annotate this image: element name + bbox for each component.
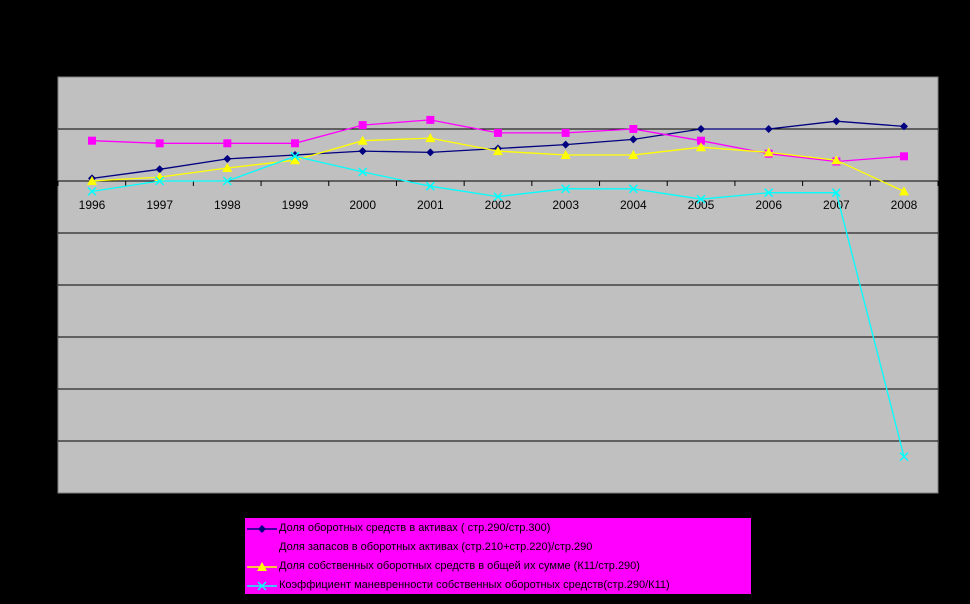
x-tick-label: 2005 (688, 198, 715, 212)
data-point (561, 140, 570, 149)
data-point (561, 184, 571, 194)
x-tick-label: 2003 (552, 198, 579, 212)
data-point (358, 147, 367, 156)
data-point (358, 167, 368, 177)
data-point (764, 125, 773, 133)
data-point (831, 188, 841, 198)
data-point (629, 135, 638, 144)
data-point (222, 176, 232, 186)
legend-swatch-series-3 (247, 562, 277, 571)
data-point (763, 147, 774, 157)
legend-swatch-series-1 (247, 525, 277, 533)
data-point (493, 192, 503, 202)
data-point (426, 115, 435, 124)
x-tick-label: 1999 (282, 198, 309, 212)
data-point (88, 136, 96, 145)
data-point (560, 150, 571, 159)
data-point (764, 188, 774, 198)
legend-swatch-series-2 (247, 544, 277, 552)
data-point (900, 152, 908, 161)
data-point (358, 121, 367, 130)
data-point (357, 135, 368, 145)
data-point (155, 176, 165, 186)
x-axis-tick-labels: 1996 1997 1998 1999 2000 2001 2002 2003 2004 2005… (79, 198, 918, 212)
data-point (291, 139, 299, 148)
data-point (900, 122, 908, 131)
data-point (494, 128, 502, 137)
data-point (628, 184, 638, 194)
data-point (697, 136, 705, 145)
data-point (87, 186, 97, 196)
data-point (561, 128, 570, 137)
data-point (223, 154, 232, 163)
legend-label: Доля оборотных средств в активах ( стр.2… (279, 522, 551, 534)
data-point (493, 146, 503, 156)
legend-entry: Доля запасов в оборотных активах (стр.21… (245, 539, 751, 557)
series-group (87, 115, 909, 462)
x-tick-label: 2004 (620, 198, 647, 212)
legend-label: Коэффициент маневренности собственных об… (279, 579, 670, 591)
data-point (425, 181, 435, 191)
legend-entry: Коэффициент маневренности собственных об… (245, 577, 751, 595)
x-tick-label: 2002 (485, 198, 512, 212)
x-tick-label: 1997 (146, 198, 173, 212)
data-point (832, 117, 841, 126)
data-point (899, 186, 909, 196)
data-point (87, 176, 97, 185)
data-point (155, 139, 164, 148)
x-tick-label: 2000 (349, 198, 376, 212)
data-point (697, 125, 705, 133)
data-point (290, 151, 300, 161)
legend-label: Доля запасов в оборотных активах (стр.21… (279, 541, 593, 553)
x-tick-label: 1996 (79, 198, 106, 212)
legend-swatch-series-4 (247, 581, 277, 591)
x-tick-label: 1998 (214, 198, 241, 212)
data-point (831, 155, 842, 165)
data-point (155, 165, 164, 174)
data-point (629, 125, 638, 133)
data-point (290, 155, 300, 165)
x-tick-label: 2008 (891, 198, 918, 212)
data-point (696, 142, 706, 152)
data-point (696, 194, 706, 204)
data-point (223, 139, 232, 148)
legend-label: Доля собственных оборотных средств в общ… (279, 560, 640, 572)
legend-entry: Доля собственных оборотных средств в общ… (245, 558, 751, 576)
data-point (628, 150, 639, 159)
data-point (425, 133, 436, 143)
legend-entry: Доля оборотных средств в активах ( стр.2… (245, 520, 751, 538)
data-point (222, 163, 233, 172)
data-point (899, 452, 909, 462)
x-tick-label: 2007 (823, 198, 850, 212)
x-tick-label: 2001 (417, 198, 444, 212)
data-point (426, 148, 435, 157)
legend: Доля оборотных средств в активах ( стр.2… (244, 517, 752, 595)
x-tick-label: 2006 (755, 198, 782, 212)
